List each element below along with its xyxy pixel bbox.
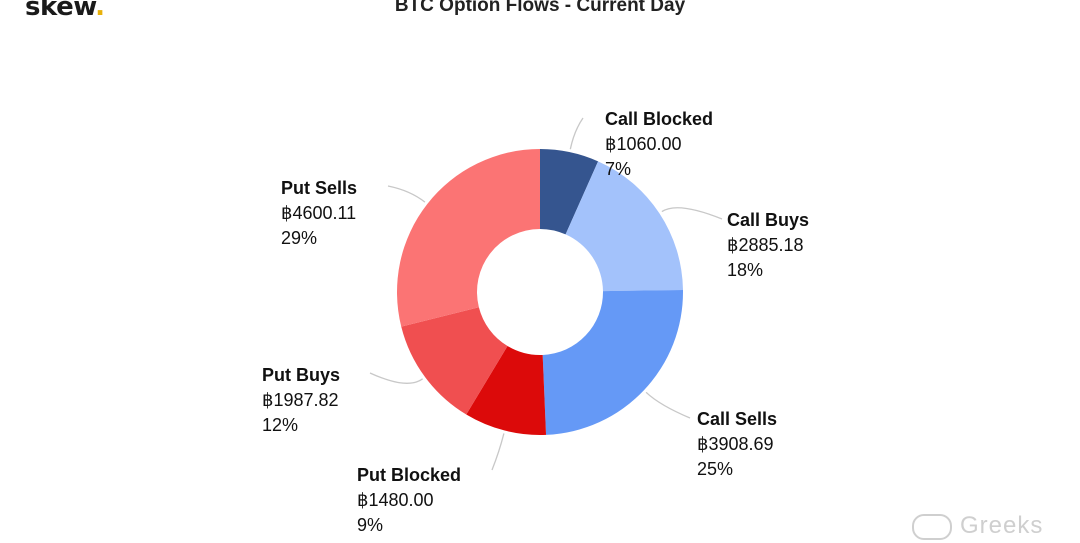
slice-percent: 29% <box>281 228 318 248</box>
slice-name: Put Sells <box>281 178 358 198</box>
wechat-icon <box>912 513 952 540</box>
slice-value: ฿1987.82 <box>262 390 339 410</box>
slice-value: ฿4600.11 <box>281 203 357 223</box>
leader-line <box>645 391 691 419</box>
leader-lines <box>369 117 723 471</box>
slice-put-sells[interactable] <box>396 148 540 327</box>
leader-line <box>387 185 426 203</box>
slice-value: ฿1060.00 <box>605 134 682 154</box>
slice-value: ฿3908.69 <box>697 434 774 454</box>
watermark-text: Greeks <box>960 512 1044 539</box>
slice-name: Put Blocked <box>357 465 462 485</box>
leader-line <box>569 117 584 150</box>
chart-title: BTC Option Flows - Current Day <box>394 0 686 16</box>
data-label-call-buys: Call Buys ฿2885.18 18% <box>727 208 809 283</box>
data-label-call-sells: Call Sells ฿3908.69 25% <box>697 407 777 482</box>
logo-dot: . <box>95 0 105 22</box>
leader-line <box>491 433 505 471</box>
slice-name: Put Buys <box>262 365 341 385</box>
slice-value: ฿2885.18 <box>727 235 804 255</box>
slice-name: Call Blocked <box>605 109 714 129</box>
slice-put-buys[interactable] <box>401 307 508 415</box>
slice-percent: 9% <box>357 515 384 535</box>
logo-text: skew <box>25 0 96 22</box>
data-label-put-sells: Put Sells ฿4600.11 29% <box>281 176 357 251</box>
data-label-put-blocked: Put Blocked ฿1480.00 9% <box>357 463 461 538</box>
slice-value: ฿1480.00 <box>357 490 434 510</box>
donut-slices <box>396 148 683 435</box>
skew-logo: skew. <box>25 0 105 22</box>
slice-percent: 25% <box>697 459 734 479</box>
data-label-call-blocked: Call Blocked ฿1060.00 7% <box>605 107 713 182</box>
slice-call-buys[interactable] <box>565 161 683 292</box>
slice-call-sells[interactable] <box>542 290 683 435</box>
slice-call-blocked[interactable] <box>540 149 599 235</box>
leader-line <box>369 372 423 384</box>
slice-percent: 7% <box>605 159 632 179</box>
slice-percent: 12% <box>262 415 299 435</box>
slice-name: Call Buys <box>727 210 810 230</box>
leader-line <box>661 207 723 220</box>
data-label-put-buys: Put Buys ฿1987.82 12% <box>262 363 340 438</box>
slice-name: Call Sells <box>697 409 778 429</box>
watermark: Greeks <box>912 512 1043 540</box>
slice-percent: 18% <box>727 260 764 280</box>
slice-put-blocked[interactable] <box>466 345 547 435</box>
